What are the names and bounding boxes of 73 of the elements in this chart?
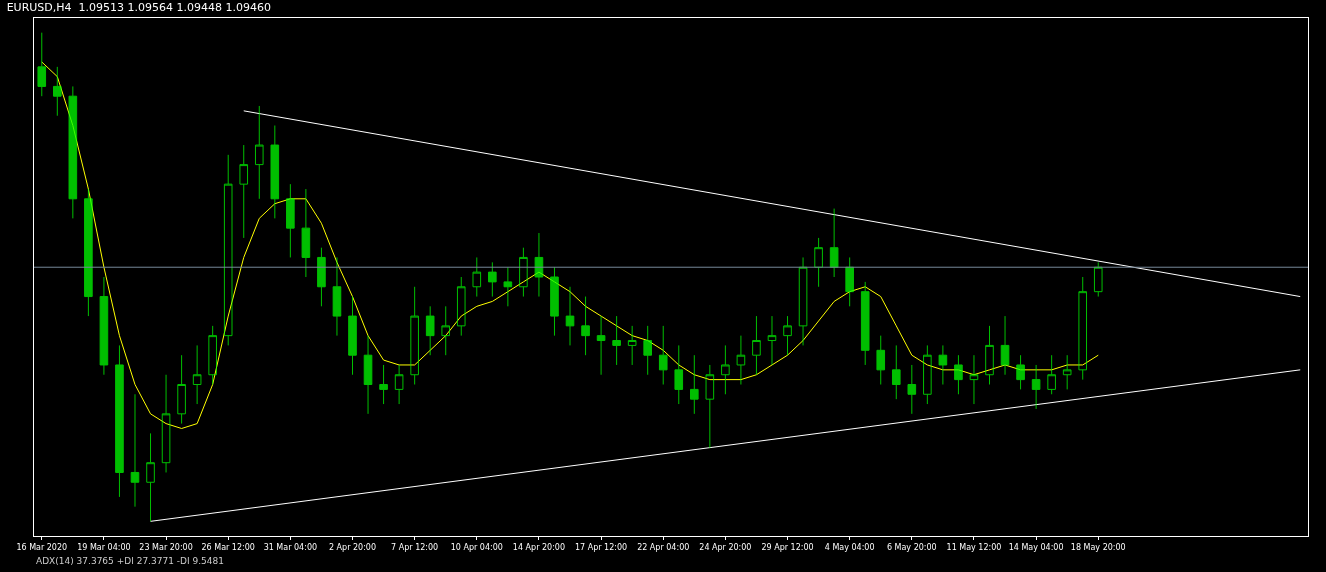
candlestick [488, 261, 497, 298]
candlestick [814, 237, 823, 288]
candlestick [130, 393, 140, 508]
x-tick-label: 14 May 04:00 [1008, 542, 1064, 552]
candlestick [1000, 315, 1010, 376]
x-tick-label: 4 May 04:00 [824, 542, 875, 552]
x-tick-label: 11 May 12:00 [946, 542, 1002, 552]
x-tick-label: 23 Mar 20:00 [139, 542, 193, 552]
candlestick [99, 276, 109, 376]
candlestick [565, 286, 575, 346]
candlestick [938, 344, 948, 386]
candlestick [115, 344, 124, 498]
candlestick [239, 144, 249, 239]
x-tick-label: 29 Apr 12:00 [761, 542, 814, 552]
x-tick-label: 16 Mar 2020 [16, 542, 68, 552]
x-tick-label: 14 Apr 20:00 [512, 542, 566, 552]
candlestick [348, 296, 357, 376]
chart-title: EURUSD,H4 1.09513 1.09564 1.09448 1.09460 [6, 0, 271, 14]
x-tick-label: 18 May 20:00 [1070, 542, 1126, 552]
candlestick [752, 315, 761, 376]
candlestick [1078, 276, 1088, 381]
candlestick [907, 364, 917, 415]
candlestick [379, 364, 388, 405]
candlestick [177, 354, 186, 425]
x-tick-label: 7 Apr 12:00 [391, 542, 439, 552]
x-tick-label: 31 Mar 04:00 [263, 542, 318, 552]
candlestick [581, 296, 590, 356]
candlestick [410, 286, 419, 386]
x-tick-label: 6 May 20:00 [886, 542, 937, 552]
candlestick [1047, 354, 1056, 395]
candlestick [643, 325, 652, 376]
candlestick [146, 432, 155, 522]
candlestick [254, 105, 264, 200]
candlestick [860, 281, 870, 366]
candlestick [37, 32, 47, 97]
candlestick [301, 188, 311, 278]
candlestick [829, 208, 839, 278]
candlestick [891, 344, 901, 400]
candlestick [270, 125, 280, 219]
x-tick-label: 10 Apr 04:00 [450, 542, 503, 552]
candlestick [68, 85, 78, 219]
candlestick [954, 354, 963, 395]
text: ADX(14) 37.3765 +DI 27.3771 -DI 9.5481 [36, 556, 224, 566]
x-tick-label: 2 Apr 20:00 [328, 542, 377, 552]
candlestick [503, 266, 513, 307]
candlestick [721, 344, 730, 395]
x-tick-label: 26 Mar 12:00 [201, 542, 255, 552]
candlestick [783, 315, 792, 356]
candlestick [425, 305, 435, 356]
candlestick [550, 266, 559, 337]
candlestick [674, 344, 684, 405]
candlestick [658, 325, 668, 386]
candlestick [286, 183, 295, 258]
candlestick [1016, 354, 1025, 390]
candlestick [363, 335, 373, 415]
candlestick [985, 325, 994, 386]
candlestick [596, 315, 606, 376]
candlestick [1031, 364, 1041, 410]
candlestick [84, 188, 93, 317]
x-tick-label: 24 Apr 20:00 [699, 542, 752, 552]
candlestick [317, 247, 326, 307]
candlestick [332, 256, 342, 337]
candlestick [208, 325, 217, 386]
candlestick [876, 335, 886, 386]
candlestick [845, 256, 854, 307]
candlestick [612, 315, 621, 366]
candlestick [441, 305, 451, 356]
candlestick [53, 66, 62, 117]
candlestick [690, 354, 699, 415]
x-tick-label: 19 Mar 04:00 [77, 542, 131, 552]
x-tick-label: 22 Apr 04:00 [637, 542, 690, 552]
candlestick [534, 232, 544, 298]
x-tick-label: 17 Apr 12:00 [575, 542, 628, 552]
